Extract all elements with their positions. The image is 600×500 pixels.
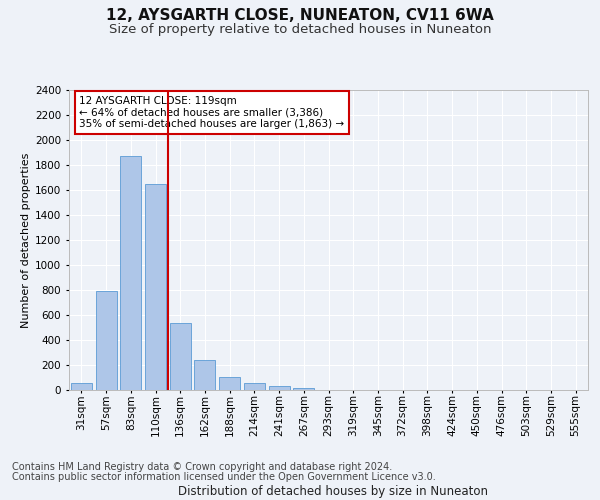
Bar: [71, 383, 92, 390]
Bar: [145, 184, 166, 390]
Bar: [170, 323, 191, 390]
Bar: [219, 376, 240, 390]
Y-axis label: Number of detached properties: Number of detached properties: [21, 152, 31, 328]
Bar: [244, 382, 265, 390]
Text: Contains HM Land Registry data © Crown copyright and database right 2024.: Contains HM Land Registry data © Crown c…: [12, 462, 392, 472]
Bar: [120, 156, 141, 390]
Text: Size of property relative to detached houses in Nuneaton: Size of property relative to detached ho…: [109, 22, 491, 36]
Text: 12 AYSGARTH CLOSE: 119sqm
← 64% of detached houses are smaller (3,386)
35% of se: 12 AYSGARTH CLOSE: 119sqm ← 64% of detac…: [79, 96, 344, 129]
Text: Distribution of detached houses by size in Nuneaton: Distribution of detached houses by size …: [178, 484, 488, 498]
Bar: [95, 291, 116, 390]
Text: 12, AYSGARTH CLOSE, NUNEATON, CV11 6WA: 12, AYSGARTH CLOSE, NUNEATON, CV11 6WA: [106, 8, 494, 22]
Bar: [293, 388, 314, 390]
Bar: [194, 360, 215, 390]
Text: Contains public sector information licensed under the Open Government Licence v3: Contains public sector information licen…: [12, 472, 436, 482]
Bar: [269, 386, 290, 390]
